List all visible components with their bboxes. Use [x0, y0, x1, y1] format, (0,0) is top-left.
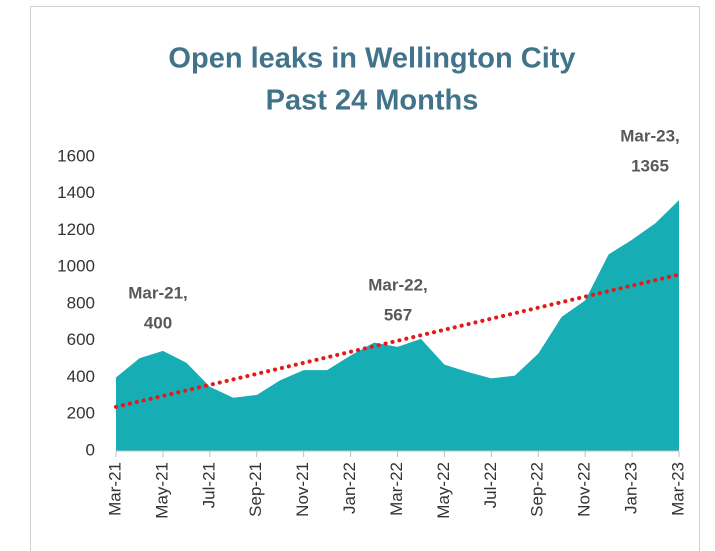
annotation: 400 [144, 313, 172, 332]
x-tick-label: Sep-22 [528, 462, 547, 517]
x-tick-label: Jan-22 [340, 462, 359, 514]
x-tick-label: Mar-21 [105, 462, 124, 516]
y-tick-label: 600 [67, 330, 95, 349]
x-tick-label: Jul-22 [481, 462, 500, 508]
chart-subtitle: Past 24 Months [266, 85, 479, 117]
x-tick-label: Nov-22 [575, 462, 594, 517]
y-tick-label: 1400 [57, 183, 95, 202]
x-tick-label: Jul-21 [199, 462, 218, 508]
x-tick-label: May-22 [434, 462, 453, 519]
trend-line [114, 272, 681, 409]
chart-frame [30, 6, 700, 551]
y-tick-label: 400 [67, 367, 95, 386]
annotation: 1365 [631, 156, 669, 175]
x-tick-label: Mar-23 [668, 462, 687, 516]
x-tick-label: Nov-21 [293, 462, 312, 517]
y-tick-label: 1000 [57, 257, 95, 276]
y-tick-label: 0 [86, 440, 95, 459]
y-tick-label: 1200 [57, 220, 95, 239]
y-tick-label: 800 [67, 293, 95, 312]
x-tick-label: Jan-23 [622, 462, 641, 514]
y-tick-label: 1600 [57, 146, 95, 165]
x-tick-label: Sep-21 [246, 462, 265, 517]
annotation: Mar-23, [620, 126, 680, 145]
x-tick-label: Mar-22 [387, 462, 406, 516]
x-tick-label: May-21 [152, 462, 171, 519]
area [116, 200, 679, 451]
annotation: 567 [384, 305, 412, 324]
chart-title: Open leaks in Wellington City [168, 43, 575, 75]
y-tick-label: 200 [67, 404, 95, 423]
annotation: Mar-21, [128, 283, 188, 302]
annotation: Mar-22, [368, 275, 428, 294]
